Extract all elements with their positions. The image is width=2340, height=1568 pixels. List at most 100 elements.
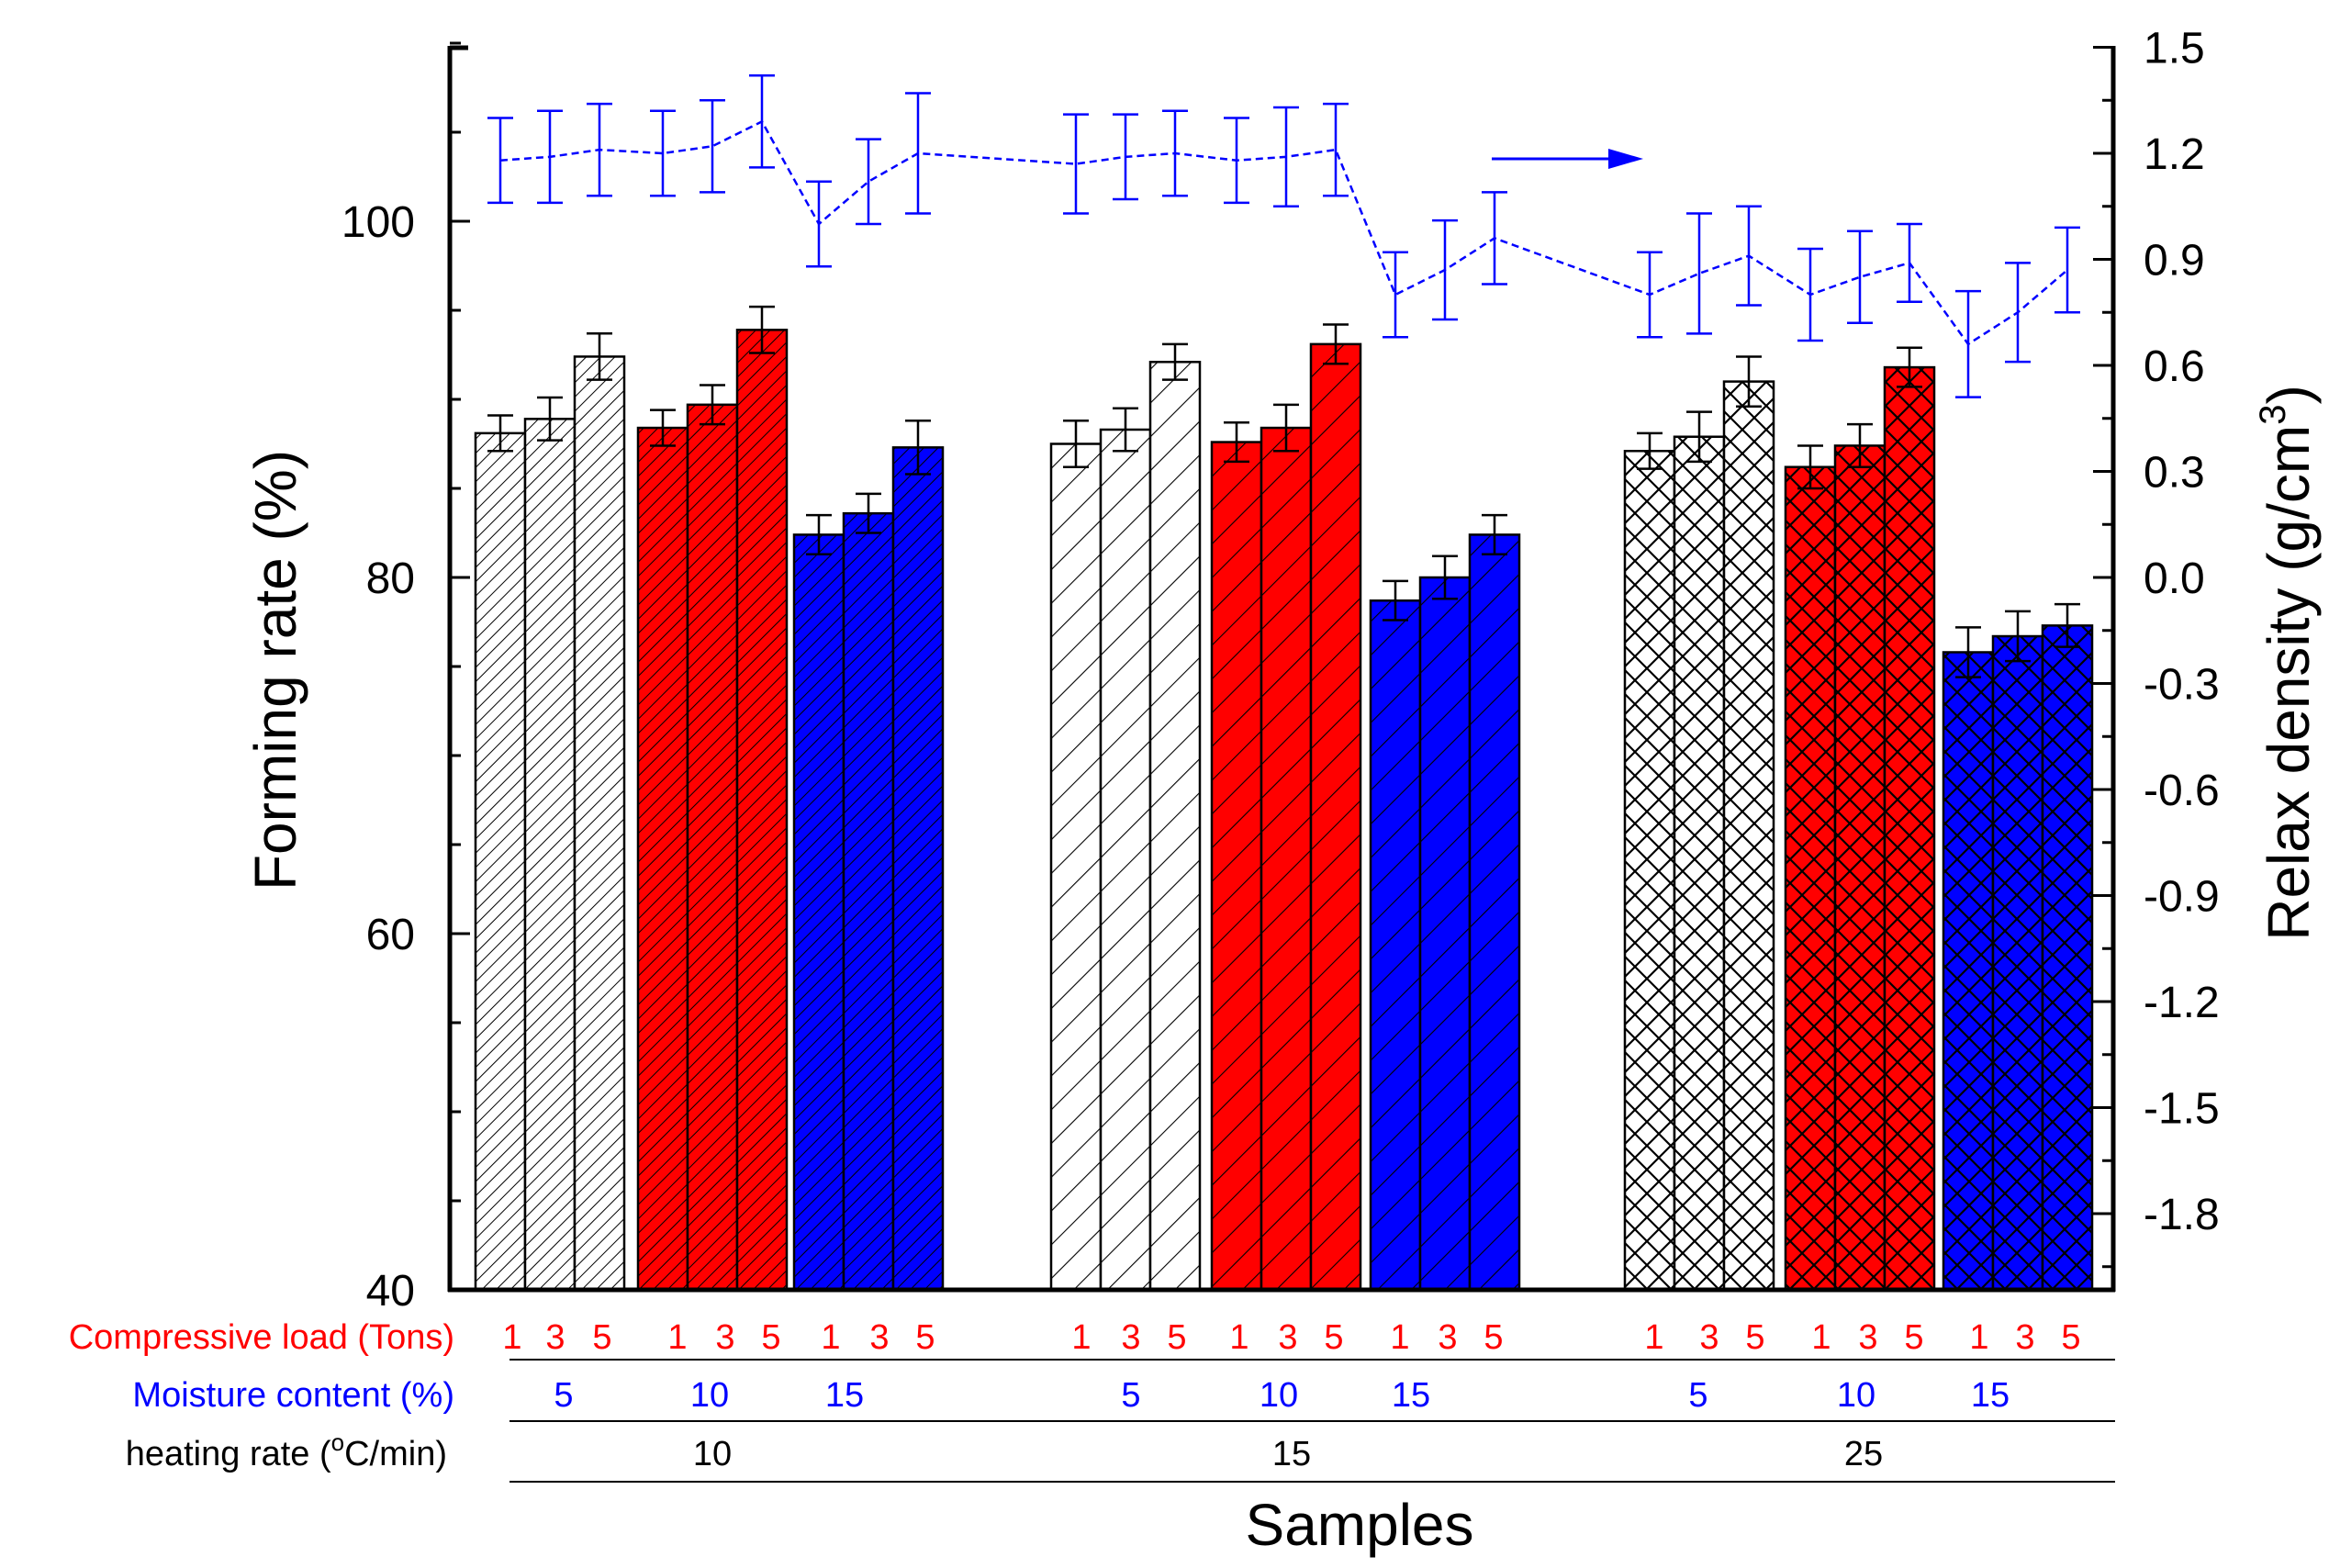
bar-hr25-mc10-load5 (1883, 346, 1936, 1292)
bar-hatch (1883, 365, 1936, 1292)
right-tick-label: 0.3 (2144, 449, 2205, 498)
heating-rate-label: 25 (1844, 1435, 1883, 1473)
relax-density-error-bar (905, 92, 931, 215)
bar-hatch (842, 511, 895, 1292)
relax-density-error-bar (1224, 117, 1249, 205)
left-axis-ticks: 40 60 80 100 (341, 41, 470, 1316)
bar-hatch (2041, 624, 2094, 1292)
relax-density-error-bar (487, 117, 513, 205)
bar-hatch (891, 446, 945, 1292)
load-label: 1 (821, 1318, 840, 1357)
bar-error-bar (905, 420, 931, 476)
right-tick-label: -1.8 (2144, 1191, 2220, 1239)
bar-error-bar (1323, 323, 1349, 365)
left-tick-label: 100 (341, 198, 415, 247)
bar-hr15-mc10-load3 (1260, 403, 1313, 1292)
bar-error-bar (1113, 407, 1138, 453)
bar-error-bar (1383, 579, 1408, 622)
row-label-load: Compressive load (Tons) (69, 1318, 454, 1357)
right-tick-label: 0.0 (2144, 554, 2205, 603)
relax-density-error-bar (1063, 113, 1089, 215)
load-label: 5 (1324, 1318, 1343, 1357)
moisture-label: 5 (554, 1376, 573, 1415)
bar-hatch (573, 355, 626, 1292)
bar-hatch (1049, 442, 1103, 1292)
bar-hr25-mc15-load3 (1991, 610, 2044, 1292)
moisture-label: 5 (1688, 1376, 1707, 1415)
relax-density-error-bar (1955, 289, 1981, 398)
bar-error-bar (587, 331, 612, 381)
relax-density-error-bar (587, 102, 612, 197)
moisture-label: 15 (1971, 1376, 2010, 1415)
bar-hatch (735, 329, 789, 1292)
bar-hatch (1833, 444, 1887, 1292)
row-label-moisture: Moisture content (%) (132, 1376, 454, 1415)
bar-hr15-mc15-load5 (1468, 513, 1521, 1292)
right-tick-label: 0.9 (2144, 237, 2205, 286)
moisture-label: 15 (1392, 1376, 1430, 1415)
bar-hr15-mc5-load1 (1049, 420, 1103, 1292)
x-axis-title: Samples (1246, 1492, 1474, 1558)
bar-hr10-mc10-load3 (686, 384, 739, 1292)
bar-error-bar (2054, 602, 2080, 648)
right-tick-label: 0.6 (2144, 342, 2205, 391)
relax-density-error-bar (1482, 191, 1507, 286)
bar-hatch (1210, 441, 1263, 1292)
bar-hr25-mc5-load1 (1623, 431, 1676, 1292)
right-tick-label: -0.3 (2144, 661, 2220, 710)
bar-hatch (792, 533, 845, 1292)
relax-density-error-bar (2054, 226, 2080, 314)
bar-error-bar (1897, 346, 1922, 388)
load-label: 5 (915, 1318, 935, 1357)
load-label: 5 (1904, 1318, 1923, 1357)
bar-error-bar (1482, 513, 1507, 556)
right-axis-title-sup: 3 (2253, 405, 2293, 425)
load-label: 5 (2061, 1318, 2080, 1357)
bar-error-bar (1736, 355, 1762, 409)
relax-density-error-bar (1797, 247, 1823, 342)
bar-hr25-mc15-load5 (2041, 602, 2094, 1292)
load-label: 1 (1644, 1318, 1663, 1357)
bar-error-bar (2005, 610, 2031, 663)
right-axis-title-tail: ) (2256, 385, 2322, 404)
bar-hatch (1099, 428, 1152, 1292)
bar-hr15-mc5-load5 (1148, 342, 1202, 1292)
bar-error-bar (1686, 410, 1712, 464)
bar-error-bar (749, 305, 775, 354)
bar-hr15-mc15-load3 (1418, 554, 1472, 1292)
load-label: 1 (1229, 1318, 1248, 1357)
relax-density-error-bar (1162, 109, 1188, 197)
left-axis-title: Forming rate (%) (242, 450, 308, 890)
bar-hr15-mc5-load3 (1099, 407, 1152, 1292)
load-label: 1 (667, 1318, 687, 1357)
bar-error-bar (806, 513, 832, 556)
moisture-label: 10 (1260, 1376, 1298, 1415)
bar-hatch (636, 426, 689, 1292)
load-label: 3 (1121, 1318, 1140, 1357)
bar-error-bar (487, 414, 513, 453)
relax-density-error-bar (2005, 262, 2031, 364)
bar-hr15-mc10-load1 (1210, 420, 1263, 1292)
load-label: 3 (1858, 1318, 1877, 1357)
bar-error-bar (1063, 420, 1089, 468)
bar-hatch (1260, 426, 1313, 1292)
bar-error-bar (650, 409, 676, 447)
arrow-icon (1492, 149, 1643, 169)
bar-error-bar (700, 384, 725, 426)
left-tick-label: 40 (366, 1267, 415, 1316)
bar-hatch (1991, 634, 2044, 1292)
relax-density-error-bar (1273, 106, 1299, 207)
right-axis-title: Relax density (g/cm3) (2253, 385, 2322, 941)
bar-error-bar (1955, 626, 1981, 678)
load-label: 3 (869, 1318, 889, 1357)
bar-error-bar (1432, 554, 1458, 600)
relax-density-error-bar (1637, 251, 1663, 339)
bar-hr25-mc5-load5 (1722, 355, 1775, 1292)
moisture-label: 10 (690, 1376, 729, 1415)
relax-density-error-bar (700, 99, 725, 194)
relax-density-error-bar (1686, 212, 1712, 335)
bar-error-bar (1162, 342, 1188, 381)
bar-hr25-mc10-load3 (1833, 422, 1887, 1292)
bar-hatch (1309, 342, 1362, 1292)
